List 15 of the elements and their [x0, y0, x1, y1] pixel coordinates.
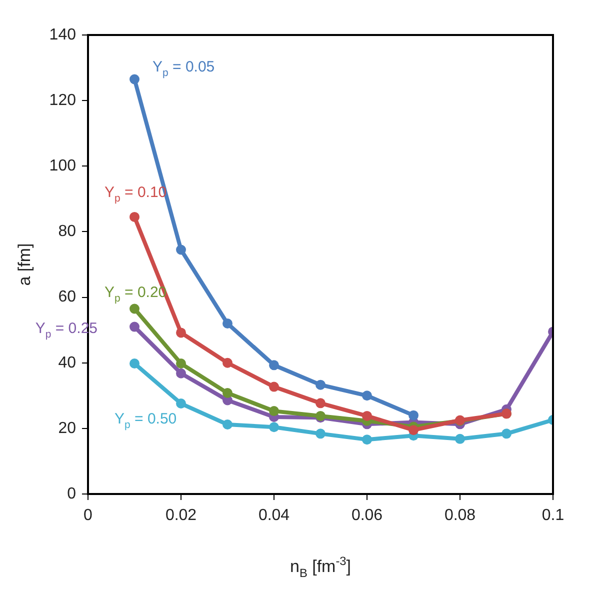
y-axis-title: a [fm]: [15, 243, 34, 286]
x-tick-label: 0: [84, 507, 93, 524]
y-tick-label: 120: [49, 92, 76, 109]
y-tick-label: 0: [67, 485, 76, 502]
x-tick-label: 0.08: [444, 507, 476, 524]
x-tick-label: 0.04: [258, 507, 290, 524]
x-tick-label: 0.06: [351, 507, 383, 524]
y-tick-label: 40: [58, 354, 76, 372]
y-tick-label: 100: [49, 158, 76, 175]
y-tick-label: 140: [49, 26, 76, 44]
y-tick-label: 80: [58, 223, 76, 240]
x-tick-label: 0.1: [542, 507, 564, 524]
y-tick-label: 20: [58, 420, 76, 437]
y-tick-label: 60: [58, 288, 76, 306]
x-tick-label: 0.02: [165, 507, 197, 524]
